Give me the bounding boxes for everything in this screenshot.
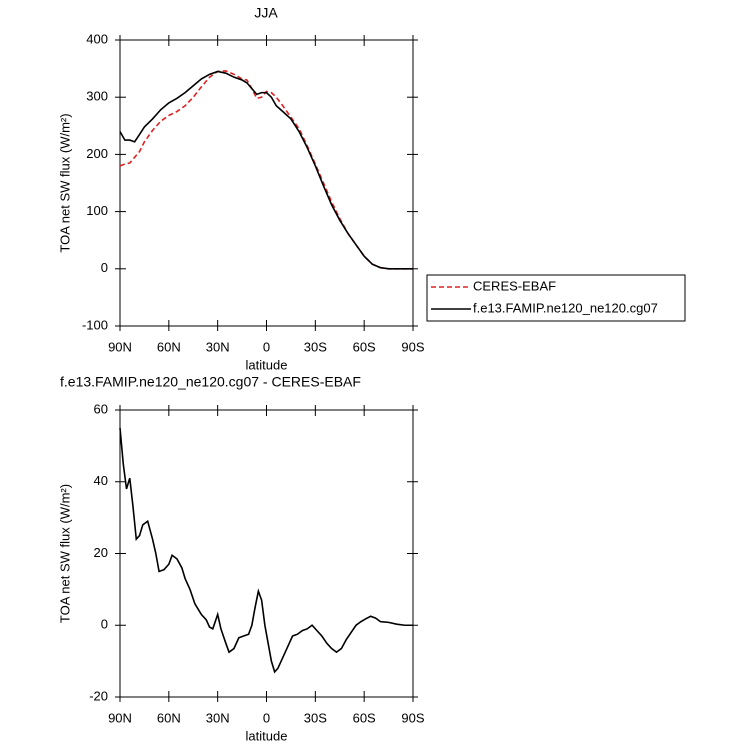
plot-frame xyxy=(119,39,414,327)
y-tick-label: 200 xyxy=(86,146,108,161)
x-tick-label: 90N xyxy=(108,710,132,725)
x-tick-label: 30S xyxy=(304,339,327,354)
x-tick-label: 90S xyxy=(401,339,424,354)
plot-frame xyxy=(119,409,414,698)
y-tick-label: -20 xyxy=(89,688,108,703)
y-tick-label: 0 xyxy=(101,617,108,632)
x-axis-label: latitude xyxy=(246,357,288,372)
x-tick-label: 30N xyxy=(206,339,230,354)
y-tick-label: -100 xyxy=(82,317,108,332)
x-tick-label: 0 xyxy=(263,339,270,354)
y-tick-label: 0 xyxy=(101,260,108,275)
x-tick-label: 30N xyxy=(206,710,230,725)
series-line xyxy=(119,427,413,674)
y-tick-label: 300 xyxy=(86,89,108,104)
series-line xyxy=(119,70,413,270)
x-tick-label: 90S xyxy=(401,710,424,725)
chart-title: f.e13.FAMIP.ne120_ne120.cg07 - CERES-EBA… xyxy=(60,374,361,390)
x-tick-label: 60N xyxy=(157,339,181,354)
y-tick-label: 400 xyxy=(86,31,108,46)
chart-title: JJA xyxy=(254,5,278,21)
x-tick-label: 60S xyxy=(353,710,376,725)
x-tick-label: 60S xyxy=(353,339,376,354)
y-axis-label: TOA net SW flux (W/m²) xyxy=(57,484,72,623)
legend-label: f.e13.FAMIP.ne120_ne120.cg07 xyxy=(473,300,658,315)
x-tick-label: 30S xyxy=(304,710,327,725)
y-axis-label: TOA net SW flux (W/m²) xyxy=(57,113,72,252)
x-tick-label: 60N xyxy=(157,710,181,725)
y-tick-label: 20 xyxy=(94,545,108,560)
y-tick-label: 100 xyxy=(86,203,108,218)
series-line xyxy=(119,70,413,270)
y-tick-label: 40 xyxy=(94,473,108,488)
x-axis-label: latitude xyxy=(246,728,288,743)
y-tick-label: 60 xyxy=(94,401,108,416)
x-tick-label: 90N xyxy=(108,339,132,354)
legend-box xyxy=(426,274,686,322)
x-tick-label: 0 xyxy=(263,710,270,725)
legend-label: CERES-EBAF xyxy=(473,278,556,293)
